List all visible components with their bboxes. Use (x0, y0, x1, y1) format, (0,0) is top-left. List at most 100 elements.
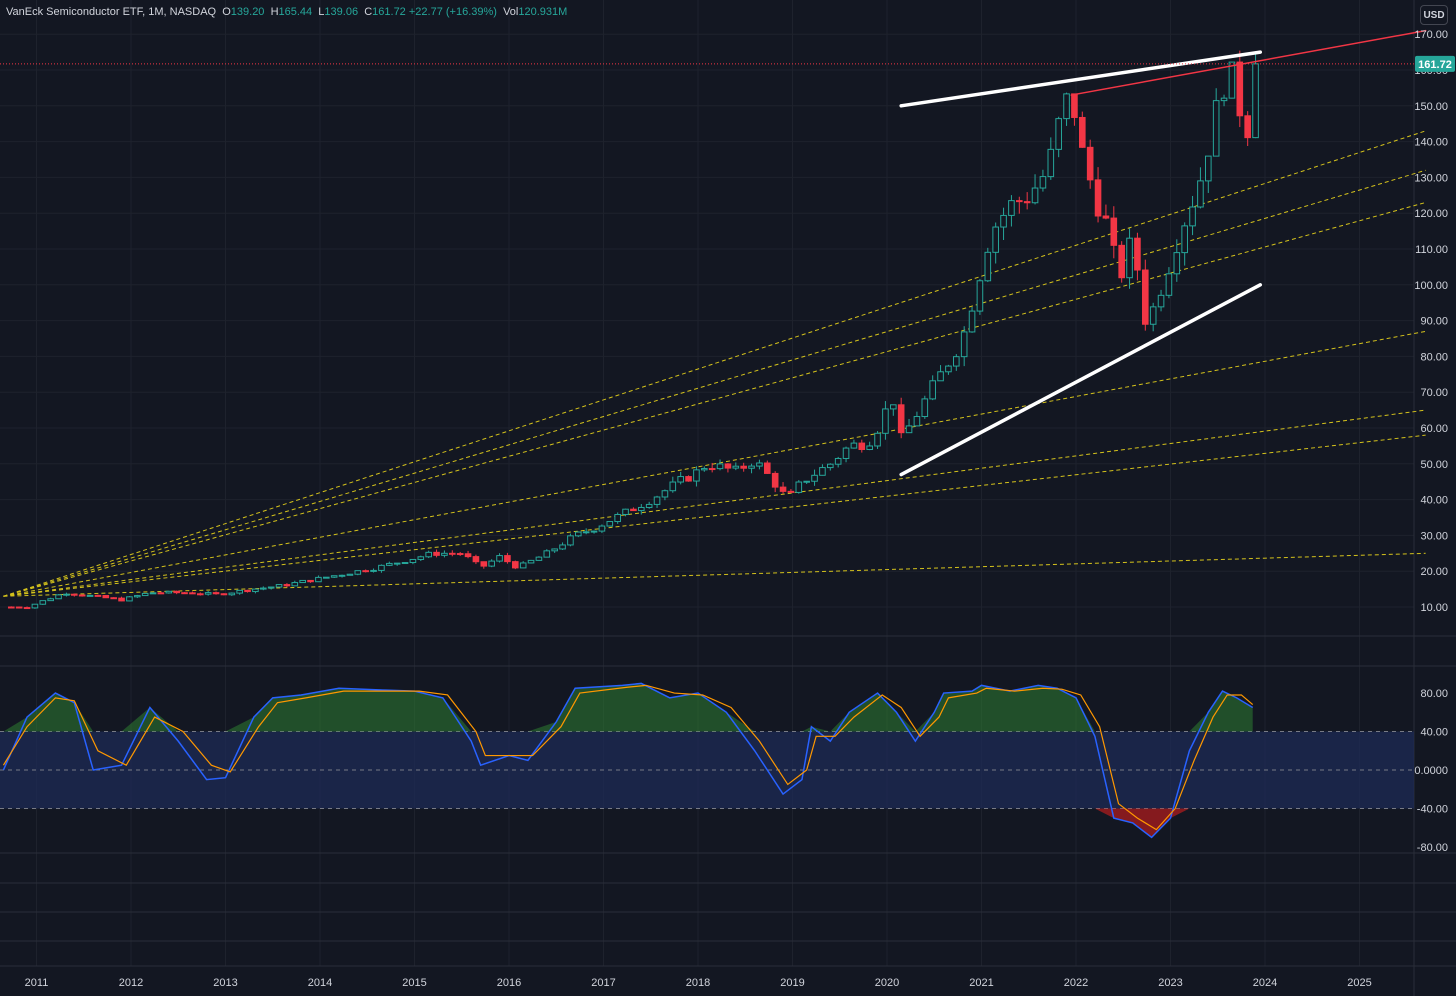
symbol-title: VanEck Semiconductor ETF, 1M, NASDAQ (6, 6, 217, 18)
candle-body (299, 579, 306, 584)
candle-body (567, 535, 574, 546)
candle-body (960, 331, 968, 358)
candle-body (173, 590, 180, 594)
trendline-lower-white (899, 283, 1263, 477)
stoch-d-line (2, 684, 1254, 831)
open-value: 139.20 (230, 6, 265, 18)
volume-label: Vol (503, 6, 519, 18)
candle-body (283, 584, 291, 587)
candle-body (315, 576, 322, 583)
candle-body (582, 531, 590, 534)
candle-body (393, 562, 401, 565)
candle-body (661, 490, 669, 498)
fan-line (3, 409, 1426, 597)
candle-body (543, 550, 551, 558)
candle-body (1157, 294, 1165, 308)
candle-body (1102, 215, 1110, 219)
candle-body (480, 561, 488, 567)
candle-body (165, 590, 173, 594)
candle-body (685, 476, 692, 482)
candle-body (693, 469, 700, 482)
candle-body (984, 251, 992, 282)
fan-lines[interactable] (3, 130, 1426, 597)
candle-body (378, 564, 385, 571)
candle-body (606, 521, 614, 527)
candle-body (386, 562, 393, 566)
candle-body (850, 442, 858, 449)
candle-body (8, 606, 15, 609)
time-axis[interactable]: 2011 2012 2013 2014 2015 2016 2017 2018 2019 2020… (25, 977, 1372, 989)
candle-body (992, 226, 999, 253)
candle-body (126, 596, 133, 602)
candle-body (401, 562, 409, 565)
candle-body (1047, 148, 1055, 178)
candle-body (1205, 155, 1212, 182)
candle-body (1142, 269, 1149, 325)
price-tick-label: 90.00 (1420, 316, 1448, 328)
low-label: L (318, 6, 325, 18)
candle-body (614, 513, 621, 523)
candle-body (370, 569, 377, 572)
candle-body (1039, 176, 1047, 189)
candle-body (771, 472, 779, 488)
time-tick-label: 2019 (780, 977, 804, 989)
candle-body (204, 592, 212, 595)
candle-body (1079, 116, 1086, 148)
stoch-overbought-fill (3, 683, 1253, 732)
last-price-badge (1415, 55, 1455, 72)
indicator-tick-label: 80.00 (1420, 688, 1448, 700)
candle-body (1110, 217, 1118, 246)
candle-body (866, 445, 873, 450)
candle-body (110, 597, 117, 600)
candle-body (905, 425, 913, 434)
low-value: 139.06 (324, 6, 359, 18)
candle-body (456, 553, 464, 556)
indicator-tick-label: -40.00 (1417, 803, 1448, 815)
candle-body (417, 556, 425, 560)
time-tick-label: 2015 (402, 977, 426, 989)
candle-body (118, 597, 125, 602)
candle-body (354, 570, 362, 575)
candle-body (701, 468, 708, 471)
fan-line (3, 130, 1426, 597)
candle-body (504, 555, 511, 563)
candle-body (787, 490, 795, 493)
candle-body (1244, 115, 1251, 139)
fan-line (3, 169, 1426, 597)
candle-body (39, 600, 47, 605)
trendlines[interactable] (0, 29, 1427, 477)
candle-body (945, 365, 952, 373)
candle-body (834, 457, 842, 465)
candle-body (157, 592, 165, 595)
candle-body (527, 559, 535, 564)
candle-body (307, 579, 314, 583)
candle-body (976, 280, 984, 312)
indicator-axis[interactable]: 80.00 40.00 0.0000 -40.00 -80.00 (1414, 688, 1448, 854)
last-price-text: 161.72 (1418, 59, 1452, 71)
candle-body (31, 603, 39, 609)
candle-body (464, 553, 472, 558)
candle-body (519, 562, 527, 569)
currency-button[interactable]: USD (1420, 5, 1448, 25)
candle-body (1118, 244, 1125, 279)
candle-body (102, 595, 110, 599)
candle-body (874, 432, 881, 447)
indicator-tick-label: -80.00 (1417, 842, 1448, 854)
trendline-upper-white (899, 50, 1263, 108)
time-tick-label: 2014 (308, 977, 332, 989)
candle-body (1000, 214, 1007, 228)
candles[interactable] (8, 50, 1259, 610)
stochastic-pane[interactable] (0, 682, 1414, 839)
candle-body (811, 474, 818, 482)
candle-body (1212, 100, 1220, 157)
candle-body (882, 408, 889, 434)
candle-body (1031, 187, 1039, 204)
open-label: O (222, 6, 231, 18)
candle-body (94, 594, 102, 597)
symbol-legend[interactable]: VanEck Semiconductor ETF, 1M, NASDAQ O13… (6, 6, 567, 18)
candle-body (15, 606, 23, 609)
high-label: H (270, 6, 279, 18)
time-tick-label: 2018 (686, 977, 710, 989)
candle-body (732, 465, 740, 469)
